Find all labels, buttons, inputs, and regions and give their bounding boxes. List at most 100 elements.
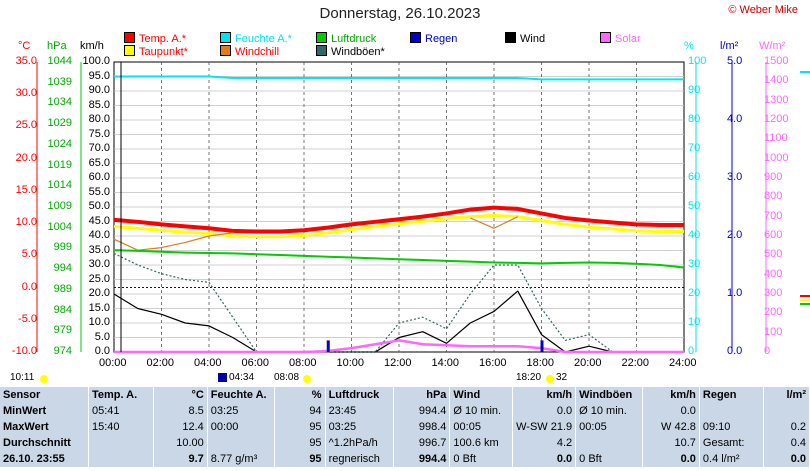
tick-label: 60 bbox=[688, 171, 701, 183]
tick-label: 1039 bbox=[47, 75, 72, 88]
stats-cell: 10.00 bbox=[153, 435, 208, 451]
stats-cell: 8.5 bbox=[153, 403, 208, 419]
stats-cell bbox=[699, 403, 765, 419]
legend-label: Solar bbox=[615, 33, 641, 45]
temp-unit-label: °C bbox=[18, 40, 31, 52]
tick-label: 1100 bbox=[764, 132, 788, 145]
tick-label: 1029 bbox=[47, 117, 72, 130]
x-tick-label: 14:00 bbox=[431, 357, 460, 369]
tick-label: 50 bbox=[688, 200, 701, 212]
stats-cell: W 42.8 bbox=[642, 419, 700, 435]
tick-label: 15.0 bbox=[15, 183, 37, 196]
stats-cell: 0.4 bbox=[763, 435, 810, 451]
tick-label: 4.0 bbox=[727, 113, 743, 125]
stats-cell: 95 bbox=[274, 435, 326, 451]
series-line bbox=[113, 252, 684, 353]
stats-cell: MinWert bbox=[0, 403, 89, 419]
tick-label: 50.0 bbox=[88, 200, 110, 212]
legend-swatch bbox=[220, 45, 231, 56]
humidity-unit-label: % bbox=[684, 40, 694, 52]
tick-label: 45.0 bbox=[88, 214, 110, 227]
copyright-label: © Weber Mike bbox=[728, 4, 798, 16]
stats-cell: Temp. A. bbox=[88, 387, 155, 403]
stats-cell: l/m² bbox=[763, 387, 810, 403]
stats-cell: 00:05 bbox=[575, 419, 644, 435]
tick-label: 15.0 bbox=[88, 301, 110, 314]
tick-label: 30 bbox=[688, 258, 701, 270]
legend-label: Temp. A.* bbox=[139, 33, 187, 45]
legend-swatch bbox=[124, 32, 135, 43]
stats-cell: 994.4 bbox=[393, 451, 451, 467]
stats-cell: 0.0 bbox=[512, 451, 577, 467]
tick-label: 0 bbox=[764, 345, 771, 357]
stats-cell: 94 bbox=[274, 403, 326, 419]
tick-label: -5.0 bbox=[18, 312, 37, 325]
legend-item: Luftdruck bbox=[316, 32, 376, 45]
tick-label: 20.0 bbox=[88, 287, 110, 299]
legend-label: Windböen* bbox=[331, 46, 385, 58]
tick-label: 35.0 bbox=[15, 55, 37, 67]
x-tick-label: 16:00 bbox=[479, 357, 507, 369]
stats-cell: °C bbox=[153, 387, 208, 403]
series-line bbox=[113, 232, 233, 251]
legend-swatch bbox=[316, 32, 327, 43]
stats-cell: Ø 10 min. bbox=[449, 403, 514, 419]
tick-label: 1019 bbox=[47, 158, 72, 171]
stats-cell: 0.2 bbox=[763, 419, 810, 435]
tick-label: 40 bbox=[688, 229, 701, 241]
stats-cell: Sensor bbox=[0, 387, 89, 403]
tick-label: 75.0 bbox=[88, 127, 110, 140]
sunrise-icon bbox=[218, 373, 227, 382]
stats-cell: Windböen bbox=[575, 387, 644, 403]
tick-label: 55.0 bbox=[88, 185, 110, 198]
legend-swatch bbox=[600, 32, 611, 43]
tick-label: 85.0 bbox=[88, 98, 110, 111]
stats-cell: Durchschnitt bbox=[0, 435, 89, 451]
stats-cell: 05:41 bbox=[88, 403, 155, 419]
tick-label: 1300 bbox=[764, 93, 789, 106]
stats-cell: Luftdruck bbox=[325, 387, 394, 403]
legend-item: Taupunkt* bbox=[124, 45, 188, 58]
stats-cell: hPa bbox=[393, 387, 451, 403]
stats-cell: 0 Bft bbox=[575, 451, 644, 467]
tick-label: 80.0 bbox=[88, 113, 110, 125]
tick-label: 984 bbox=[53, 303, 72, 316]
stats-cell: 996.7 bbox=[393, 435, 451, 451]
tick-label: 300 bbox=[764, 287, 783, 299]
stats-cell: 9.7 bbox=[153, 451, 208, 467]
stats-cell: 998.4 bbox=[393, 419, 451, 435]
stats-cell bbox=[88, 435, 155, 451]
stats-cell: 95 bbox=[274, 419, 326, 435]
legend-label: Feuchte A.* bbox=[235, 33, 292, 45]
tick-label: 0.0 bbox=[94, 345, 110, 357]
stats-row: MaxWert 15:40 12.4 00:00 95 03:25 998.4 00:05 W-… bbox=[0, 419, 810, 435]
legend-swatch bbox=[316, 45, 327, 56]
left-time-label: 10:11 bbox=[10, 372, 35, 383]
stats-cell: 03:25 bbox=[207, 403, 276, 419]
tick-label: 1034 bbox=[47, 96, 72, 109]
legend-swatch bbox=[220, 32, 231, 43]
stats-cell: km/h bbox=[512, 387, 577, 403]
x-tick-label: 20:00 bbox=[574, 357, 602, 369]
tick-label: 3.0 bbox=[727, 171, 743, 183]
tick-label: 90.0 bbox=[88, 84, 110, 96]
stats-cell: MaxWert bbox=[0, 419, 89, 435]
tick-label: 1024 bbox=[47, 137, 72, 150]
stats-cell: 26.10. 23:55 bbox=[0, 451, 89, 467]
tick-label: 20 bbox=[688, 287, 701, 299]
tick-label: 95.0 bbox=[88, 69, 110, 82]
tick-label: 979 bbox=[53, 324, 72, 337]
tick-label: 0.0 bbox=[727, 345, 743, 357]
tick-label: 100.0 bbox=[82, 55, 110, 67]
tick-label: 25.0 bbox=[88, 272, 110, 285]
tick-label: 70.0 bbox=[88, 142, 110, 154]
stats-cell: 23:45 bbox=[325, 403, 394, 419]
legend-swatch bbox=[505, 32, 516, 43]
stats-row: Durchschnitt 10.00 95 ^1.2hPa/h 996.7 100.6 k… bbox=[0, 435, 810, 451]
tick-label: 1200 bbox=[764, 113, 789, 125]
tick-label: 1.0 bbox=[727, 287, 743, 299]
stats-cell: 8.77 g/m³ bbox=[207, 451, 276, 467]
stats-cell: 0 Bft bbox=[449, 451, 514, 467]
x-tick-label: 04:00 bbox=[194, 357, 222, 369]
stats-row: MinWert 05:41 8.5 03:25 94 23:45 994.4 Ø 10 min… bbox=[0, 403, 810, 419]
